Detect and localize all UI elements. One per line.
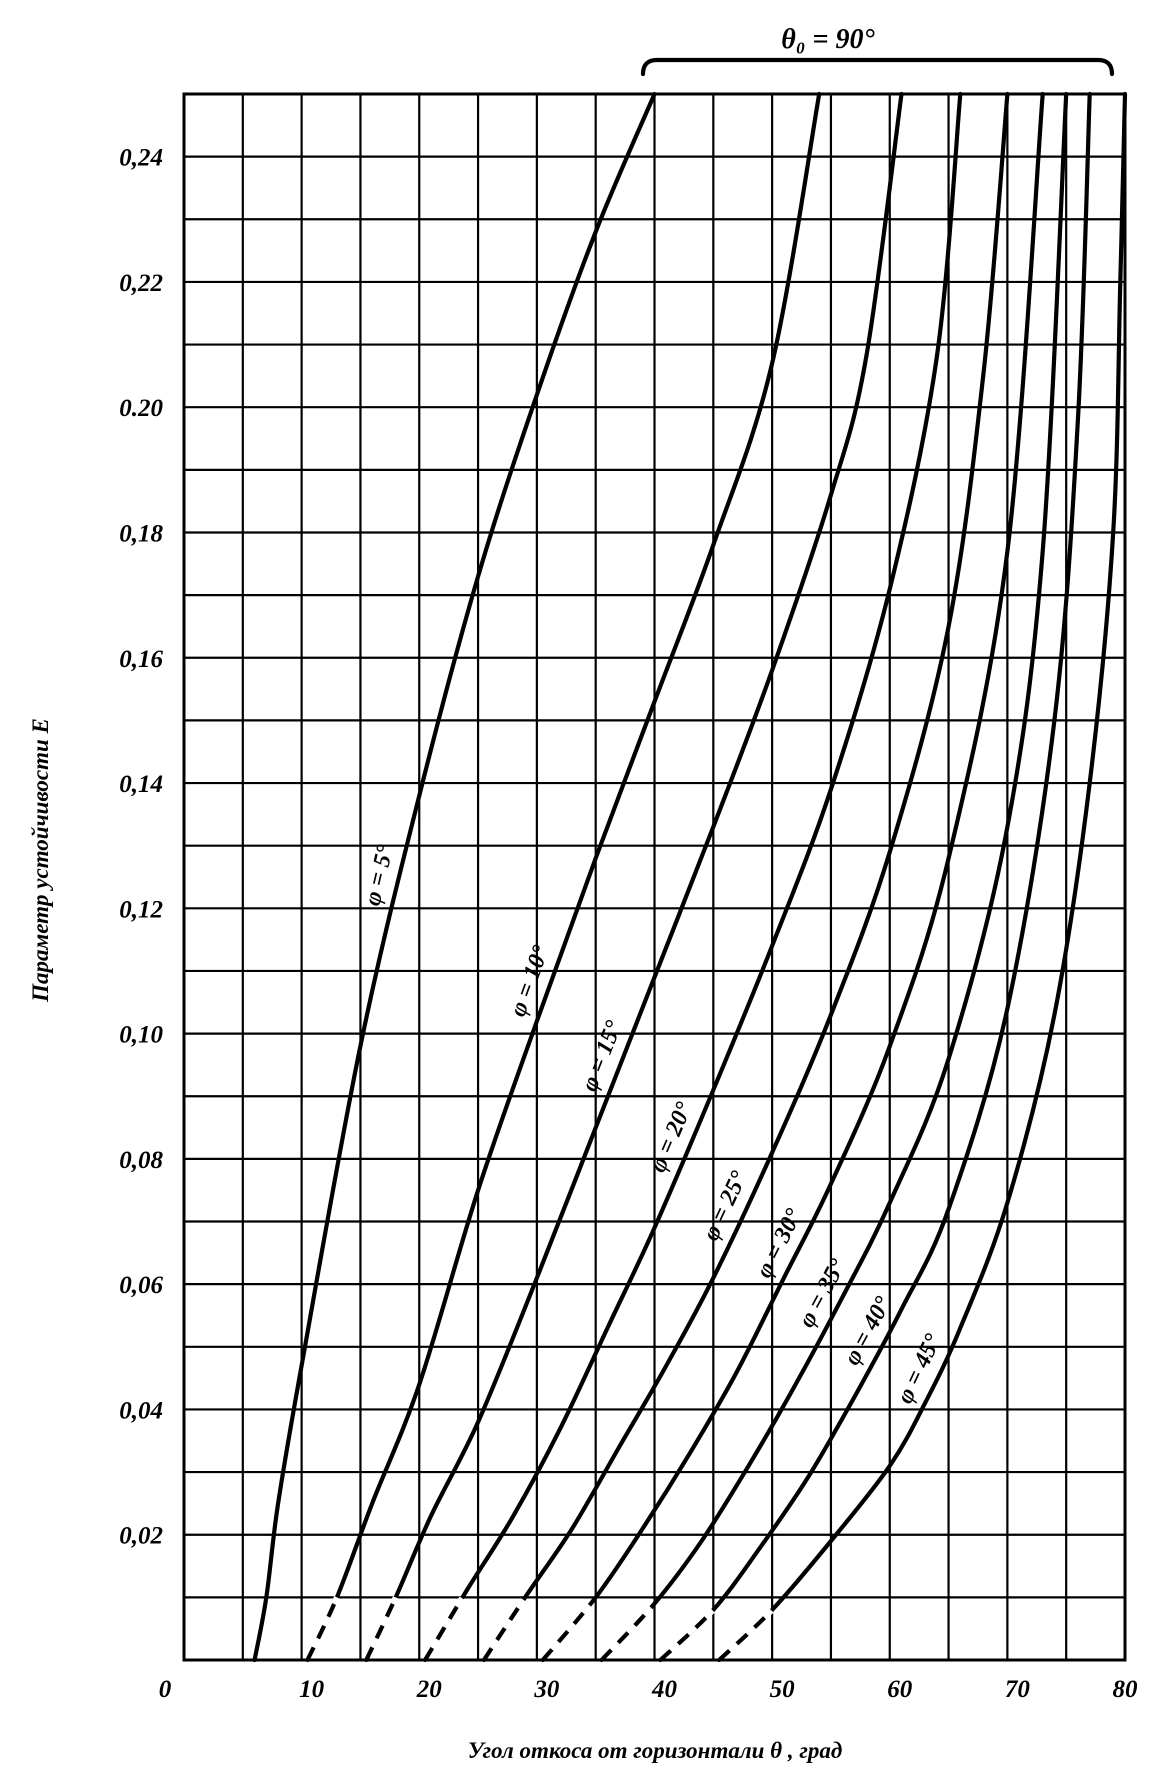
y-tick-label: 0,08 xyxy=(119,1147,163,1174)
x-tick-label: 30 xyxy=(533,1676,560,1703)
series-curve xyxy=(305,91,822,1663)
x-tick-label: 10 xyxy=(299,1676,325,1703)
x-tick-label: 80 xyxy=(1113,1676,1139,1703)
series-label: φ = 30° xyxy=(751,1205,807,1283)
y-tick-label: 0,12 xyxy=(119,896,163,923)
series-curve xyxy=(717,91,1128,1663)
series-dash-gap xyxy=(540,1595,598,1662)
series-label: φ = 45° xyxy=(892,1330,947,1408)
grid xyxy=(182,92,1127,1662)
series-label: φ = 15° xyxy=(577,1017,628,1095)
y-tick-label: 0,10 xyxy=(119,1022,163,1049)
series-label: φ = 10° xyxy=(505,942,555,1020)
series-curve xyxy=(252,91,657,1663)
x-tick-label: 70 xyxy=(1005,1676,1031,1703)
series-curve xyxy=(599,91,1069,1663)
series-curve xyxy=(658,91,1092,1663)
y-tick-label: 0,04 xyxy=(119,1397,163,1424)
x-tick-label: 40 xyxy=(651,1676,678,1703)
top-brace xyxy=(640,57,1115,77)
top-annotation: θ₀ = 90° xyxy=(781,24,874,55)
y-tick-label: 0,22 xyxy=(119,270,163,297)
series-dash-gap xyxy=(422,1589,469,1662)
x-tick-label: 20 xyxy=(416,1676,443,1703)
y-tick-label: 0.20 xyxy=(119,395,163,422)
x-axis-title: Угол откоса от горизонтали θ , град xyxy=(468,1738,843,1763)
y-tick-labels: 0,02 0,04 0,06 0,08 0,10 0,12 0,14 0,16 0,18 0.20… xyxy=(119,145,163,1550)
series-curve xyxy=(540,91,1045,1663)
x-tick-label: 60 xyxy=(887,1676,913,1703)
series-label: φ = 20° xyxy=(645,1098,698,1176)
x-tick-label: 50 xyxy=(770,1676,796,1703)
x-tick-labels: 0 10 20 30 40 50 60 70 80 xyxy=(159,1676,1138,1703)
x-tick-label: 0 xyxy=(159,1676,172,1703)
y-tick-label: 0,14 xyxy=(119,771,163,798)
series-curve xyxy=(364,91,904,1663)
y-tick-label: 0,02 xyxy=(119,1523,163,1550)
curves xyxy=(252,91,1128,1663)
y-tick-label: 0,06 xyxy=(119,1272,163,1299)
series-curve xyxy=(423,91,963,1663)
series-curve xyxy=(481,91,1010,1663)
y-axis-title: Параметр устойчивости E xyxy=(28,718,53,1003)
y-tick-label: 0,18 xyxy=(119,520,163,547)
y-tick-label: 0,16 xyxy=(119,646,163,673)
series-dash-gap xyxy=(599,1601,657,1663)
y-tick-label: 0,24 xyxy=(119,145,163,172)
series-dash-gap xyxy=(481,1595,528,1662)
series-label: φ = 25° xyxy=(698,1167,753,1245)
